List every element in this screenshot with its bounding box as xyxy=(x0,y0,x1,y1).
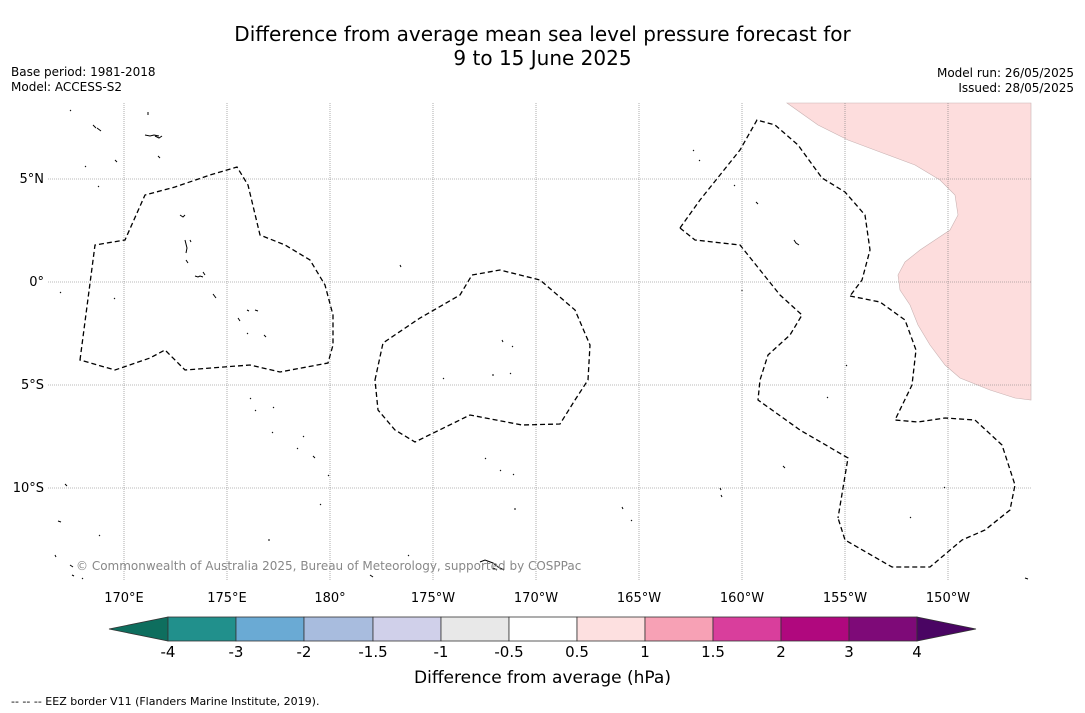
colorbar-segment xyxy=(303,616,374,642)
colorbar-label: 1 xyxy=(640,643,650,661)
colorbar-segment xyxy=(372,616,442,642)
model-text: Model: ACCESS-S2 xyxy=(11,80,123,94)
gridlines xyxy=(48,103,1031,580)
map-title-line1: Difference from average mean sea level p… xyxy=(234,22,851,46)
colorbar-high-extend xyxy=(916,616,977,642)
colorbar-segment xyxy=(712,616,782,642)
map-title-line2: 9 to 15 June 2025 xyxy=(453,46,632,70)
colorbar-label: -1.5 xyxy=(358,643,388,661)
colorbar-segment xyxy=(167,616,237,642)
positive-anomaly-region xyxy=(786,102,1032,401)
lat-label: 0° xyxy=(29,275,44,290)
lat-label: 5°N xyxy=(20,172,45,187)
lon-label: 160°W xyxy=(720,591,764,606)
colorbar-segment xyxy=(508,616,578,642)
lat-label: 10°S xyxy=(13,481,44,496)
longitude-labels: 170°E 175°E 180° 175°W 170°W 165°W 160°W… xyxy=(104,591,970,606)
eez-tokelau xyxy=(374,269,591,443)
issued-text: Issued: 28/05/2025 xyxy=(958,81,1074,95)
colorbar-segment xyxy=(644,616,714,642)
colorbar-label: 0.5 xyxy=(565,643,589,661)
eez-kiribati-gilberts xyxy=(79,166,334,373)
colorbar-segment xyxy=(235,616,305,642)
colorbar-title: Difference from average (hPa) xyxy=(414,668,671,688)
colorbar-label: 2 xyxy=(776,643,786,661)
lon-label: 150°W xyxy=(926,591,970,606)
colorbar-label: 4 xyxy=(912,643,922,661)
colorbar-segment xyxy=(576,616,646,642)
lon-label: 170°E xyxy=(104,591,144,606)
lon-label: 180° xyxy=(314,591,345,606)
eez-borders xyxy=(79,119,1016,568)
lat-label: 5°S xyxy=(21,378,44,393)
colorbar-label: 3 xyxy=(844,643,854,661)
colorbar-low-extend xyxy=(108,616,169,642)
colorbar-label: -2 xyxy=(296,643,312,661)
colorbar-label: -0.5 xyxy=(494,643,524,661)
colorbar-label: 1.5 xyxy=(701,643,725,661)
meta-left: Base period: 1981-2018 Model: ACCESS-S2 xyxy=(11,65,156,95)
colorbar-segment xyxy=(780,616,850,642)
copyright-text: © Commonwealth of Australia 2025, Bureau… xyxy=(76,559,581,573)
eez-line-islands xyxy=(679,119,871,297)
islands xyxy=(54,109,1029,580)
lon-label: 175°E xyxy=(207,591,247,606)
colorbar xyxy=(108,616,977,642)
colorbar-segment xyxy=(440,616,510,642)
meta-right: Model run: 26/05/2025 Issued: 28/05/2025 xyxy=(937,66,1074,96)
colorbar-label: -1 xyxy=(433,643,449,661)
lon-label: 165°W xyxy=(617,591,661,606)
colorbar-label: -4 xyxy=(160,643,176,661)
base-period-text: Base period: 1981-2018 xyxy=(11,65,156,79)
lon-label: 175°W xyxy=(411,591,455,606)
eez-cook-north xyxy=(837,295,1016,568)
latitude-labels: 5°N 0° 5°S 10°S xyxy=(13,172,44,496)
eez-legend-footer: -- -- -- EEZ border V11 (Flanders Marine… xyxy=(11,695,320,708)
lon-label: 170°W xyxy=(514,591,558,606)
colorbar-segment xyxy=(848,616,918,642)
eez-phoenix-link xyxy=(679,227,849,519)
colorbar-label: -3 xyxy=(228,643,244,661)
model-run-text: Model run: 26/05/2025 xyxy=(936,66,1074,80)
lon-label: 155°W xyxy=(823,591,867,606)
